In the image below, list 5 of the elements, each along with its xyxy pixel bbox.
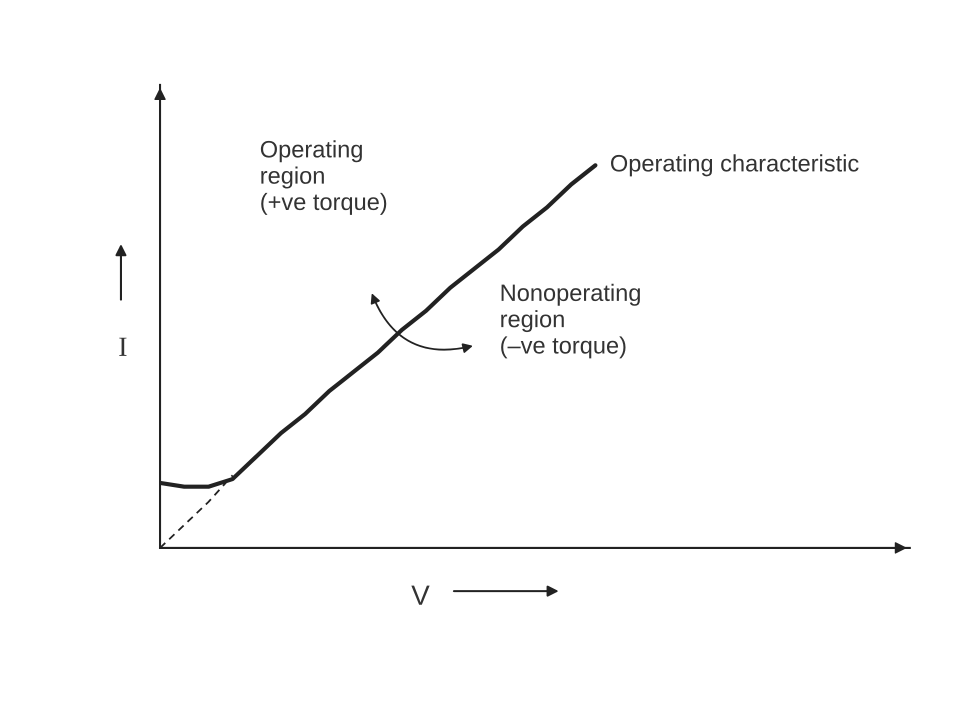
annotation: Nonoperating region (–ve torque) [501, 284, 640, 358]
annotation: Operating region (+ve torque) [260, 140, 386, 215]
x-axis-title: V [411, 586, 430, 605]
series-label: Operating characteristic [611, 154, 859, 176]
y-axis-title: I [119, 338, 127, 356]
